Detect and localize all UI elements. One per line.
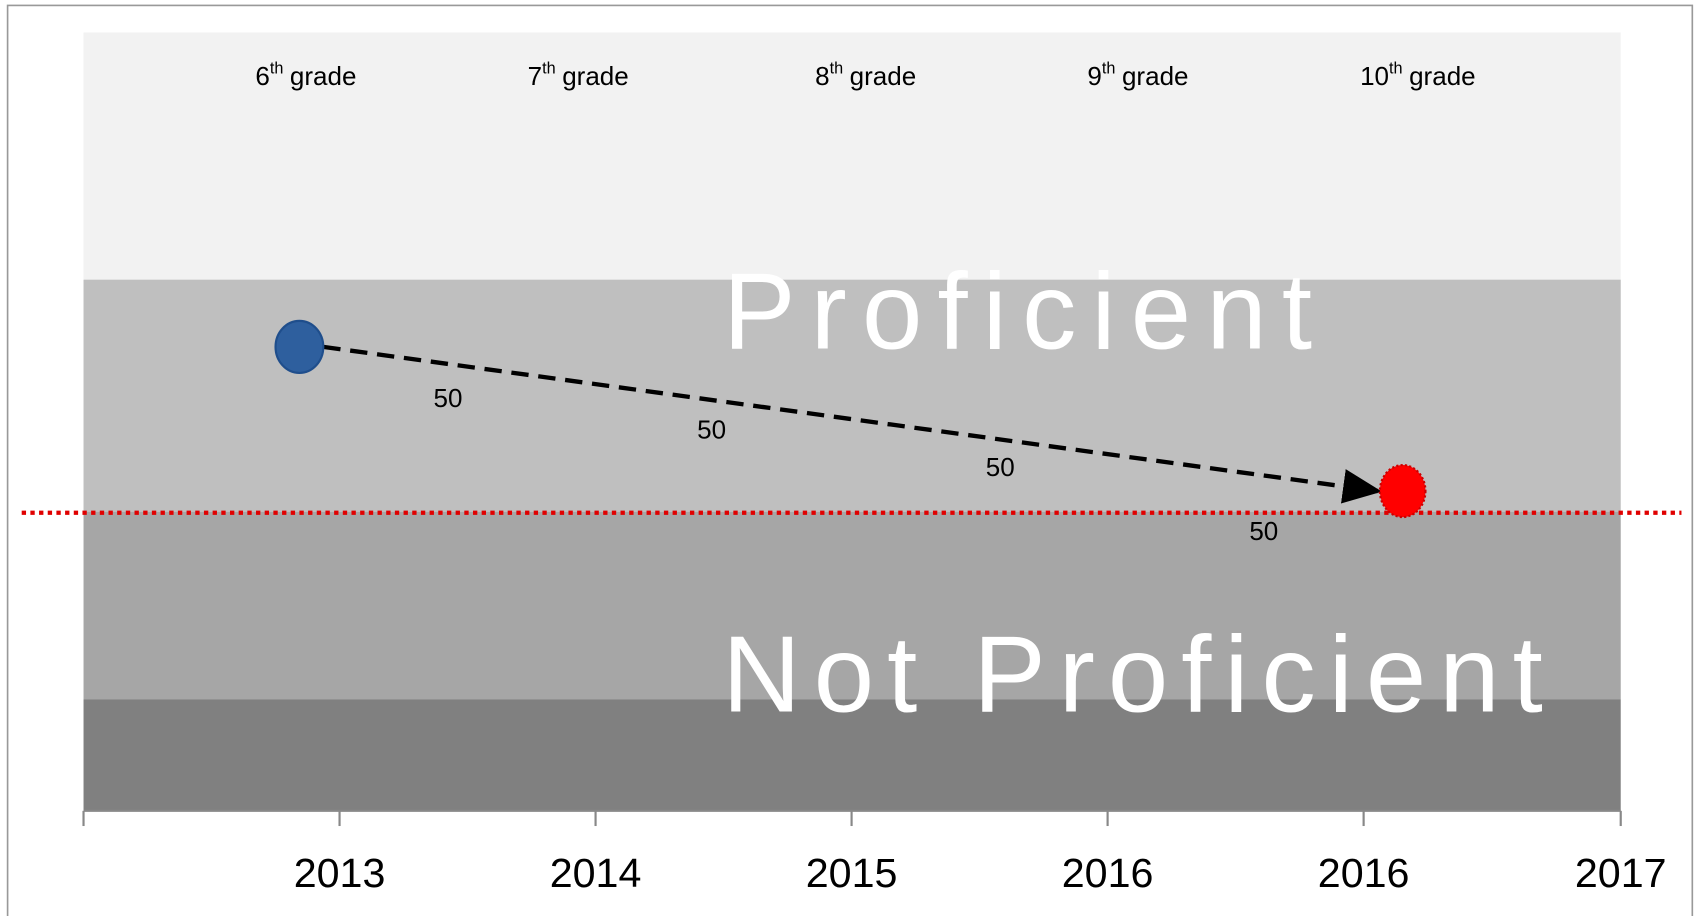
grade-word: grade	[1122, 61, 1189, 91]
segment-label: 50	[697, 414, 726, 444]
x-tick-label: 2016	[1318, 850, 1410, 896]
grade-word: grade	[290, 61, 357, 91]
band-label: Not Proficient	[722, 614, 1555, 735]
grade-suffix: th	[1389, 60, 1403, 78]
grade-label: 9th grade	[1087, 60, 1188, 91]
segment-label: 50	[434, 383, 463, 413]
x-tick-label: 2016	[1062, 850, 1154, 896]
not-proficient-band	[83, 511, 1621, 700]
x-tick-label: 2017	[1575, 850, 1667, 896]
segment-label: 50	[1249, 516, 1278, 546]
grade-number: 10	[1360, 61, 1389, 91]
grade-suffix: th	[1102, 60, 1116, 78]
start-point	[274, 319, 325, 374]
segment-label: 50	[986, 452, 1015, 482]
grade-suffix: th	[830, 60, 844, 78]
x-tick-label: 2014	[550, 850, 642, 896]
band-label: Proficient	[723, 250, 1327, 371]
end-point	[1378, 463, 1427, 519]
grade-number: 8	[815, 61, 829, 91]
grade-word: grade	[1409, 61, 1476, 91]
x-tick-label: 2015	[806, 850, 898, 896]
grade-suffix: th	[542, 60, 556, 78]
grade-label: 6th grade	[255, 60, 356, 91]
grade-number: 9	[1087, 61, 1101, 91]
top-band	[83, 32, 1621, 280]
grade-word: grade	[850, 61, 917, 91]
grade-word: grade	[562, 61, 629, 91]
bottom-band	[83, 699, 1621, 811]
x-tick-label: 2013	[294, 850, 386, 896]
growth-arrow	[322, 344, 1383, 504]
grade-number: 6	[255, 61, 269, 91]
grade-label: 8th grade	[815, 60, 916, 91]
grade-number: 7	[528, 61, 542, 91]
grade-label: 7th grade	[528, 60, 629, 91]
grade-label: 10th grade	[1360, 60, 1476, 91]
grade-suffix: th	[270, 60, 284, 78]
